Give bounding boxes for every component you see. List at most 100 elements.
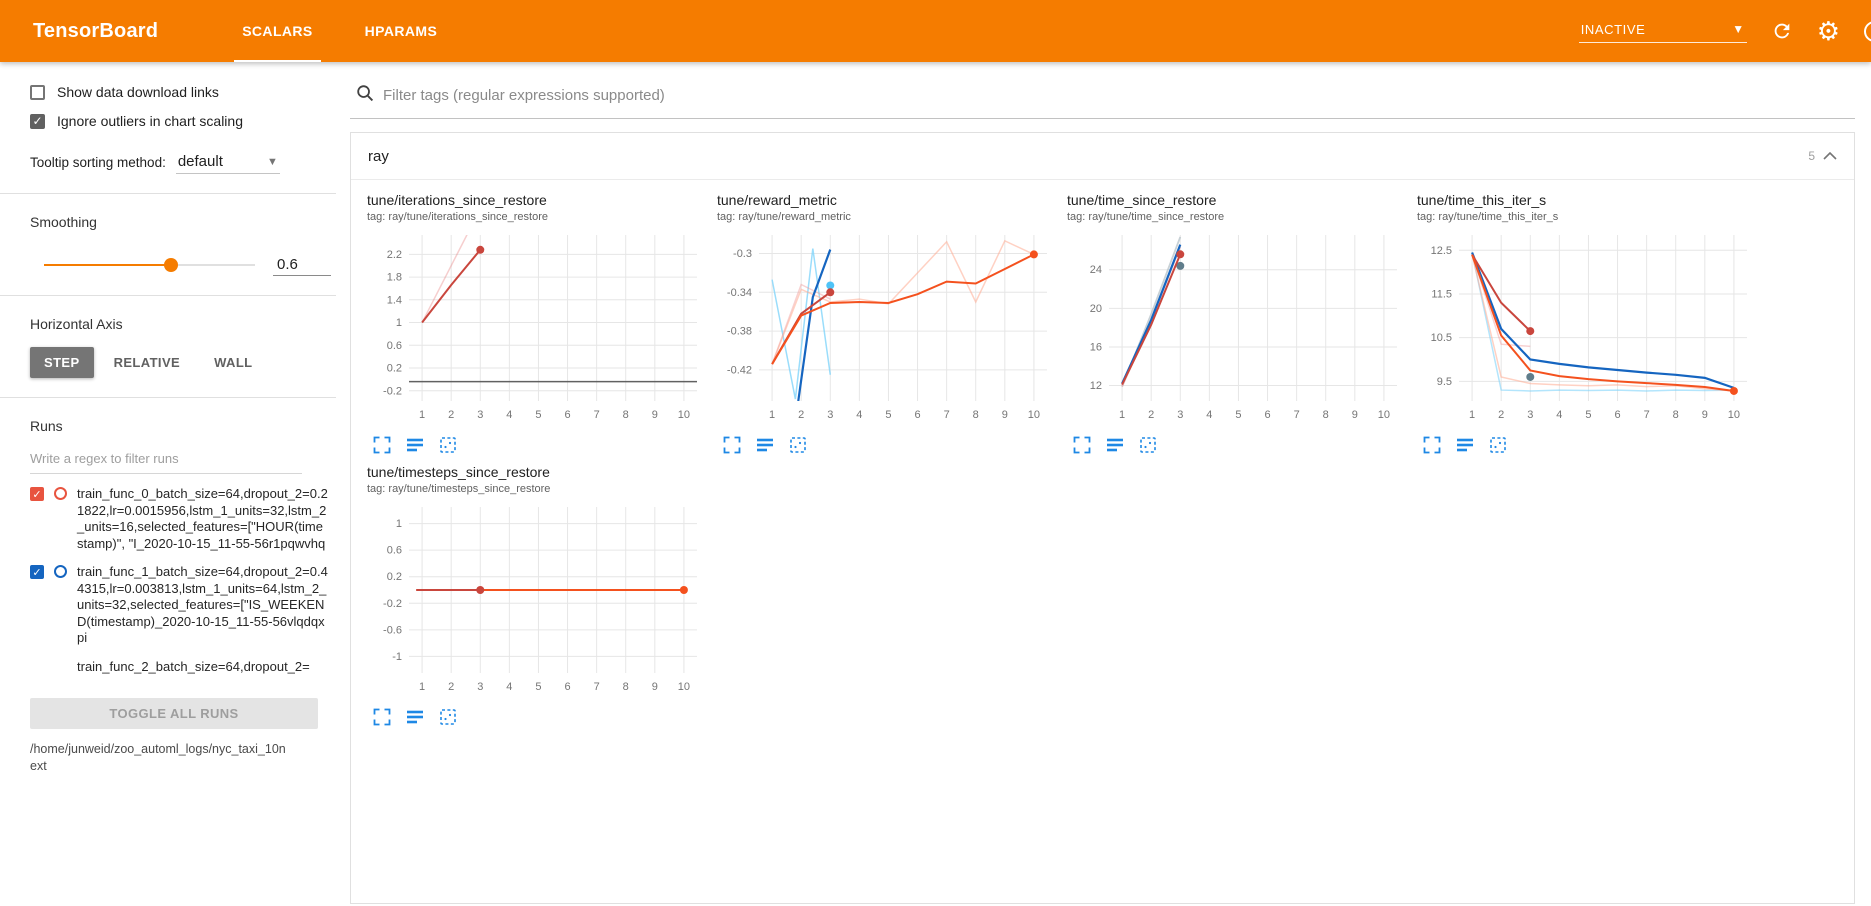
ignore-outliers-checkbox[interactable] <box>30 113 45 129</box>
horizontal-axis-buttons: STEP RELATIVE WALL <box>30 347 331 378</box>
ray-section-header[interactable]: ray 5 <box>351 133 1854 180</box>
svg-text:20: 20 <box>1090 303 1102 315</box>
data-table-icon[interactable] <box>1106 436 1124 454</box>
chart-plot[interactable]: -1 -0.6 -0.2 0.2 0.6 1 1 2 3 4 5 6 7 8 9 10 <box>367 499 707 708</box>
tab-hparams[interactable]: HPARAMS <box>364 23 438 39</box>
axis-relative-button[interactable]: RELATIVE <box>100 347 195 378</box>
chart-title: tune/timesteps_since_restore <box>367 464 550 480</box>
chart-title: tune/time_this_iter_s <box>1417 192 1547 208</box>
refresh-icon[interactable] <box>1771 20 1793 42</box>
svg-text:11.5: 11.5 <box>1431 288 1452 300</box>
show-download-checkbox[interactable] <box>30 84 45 100</box>
smoothing-slider-thumb[interactable] <box>163 258 178 272</box>
svg-text:2.2: 2.2 <box>387 249 402 261</box>
toggle-all-runs-button[interactable]: TOGGLE ALL RUNS <box>30 698 318 729</box>
run-checkbox[interactable]: ✓ <box>30 565 44 579</box>
expand-chart-icon[interactable] <box>1423 436 1441 454</box>
run-item[interactable]: ✓ train_func_1_batch_size=64,dropout_2=0… <box>30 564 331 647</box>
app-title: TensorBoard <box>33 19 159 42</box>
svg-text:12: 12 <box>1090 380 1102 392</box>
axis-wall-button[interactable]: WALL <box>200 347 266 378</box>
svg-text:8: 8 <box>973 409 979 421</box>
fit-domain-icon[interactable] <box>439 708 457 726</box>
main-area: ray 5 tune/iterations_since_restore tag:… <box>336 62 1871 906</box>
svg-text:9: 9 <box>1002 409 1008 421</box>
chart-iterations-since-restore: tune/iterations_since_restore tag: ray/t… <box>367 192 707 454</box>
chart-tag: tag: ray/tune/reward_metric <box>717 211 851 223</box>
tab-scalars[interactable]: SCALARS <box>216 0 338 62</box>
svg-text:6: 6 <box>1614 409 1620 421</box>
run-label: train_func_2_batch_size=64,dropout_2= <box>77 658 310 674</box>
svg-text:-0.42: -0.42 <box>727 364 752 376</box>
svg-text:-0.38: -0.38 <box>727 326 752 338</box>
svg-text:1: 1 <box>1119 409 1125 421</box>
divider <box>0 295 336 296</box>
svg-text:8: 8 <box>1323 409 1329 421</box>
chevron-up-icon[interactable] <box>1823 147 1837 165</box>
status-dropdown[interactable]: INACTIVE ▼ <box>1578 20 1747 43</box>
sidebar: Show data download links Ignore outliers… <box>0 62 336 906</box>
smoothing-slider[interactable] <box>44 257 255 273</box>
expand-chart-icon[interactable] <box>373 708 391 726</box>
show-download-label: Show data download links <box>57 84 219 100</box>
svg-text:10: 10 <box>1728 409 1740 421</box>
expand-chart-icon[interactable] <box>723 436 741 454</box>
chart-plot[interactable]: -0.42 -0.38 -0.34 -0.3 1 2 3 4 5 6 7 8 9 10 <box>717 227 1057 436</box>
svg-text:3: 3 <box>477 681 483 693</box>
svg-text:5: 5 <box>535 681 541 693</box>
chart-title: tune/iterations_since_restore <box>367 192 547 208</box>
run-checkbox[interactable]: ✓ <box>30 487 44 501</box>
fit-domain-icon[interactable] <box>439 436 457 454</box>
fit-domain-icon[interactable] <box>1489 436 1507 454</box>
svg-text:0.2: 0.2 <box>387 571 402 583</box>
smoothing-label: Smoothing <box>30 214 97 230</box>
help-icon[interactable]: ? <box>1864 20 1871 42</box>
runs-filter-input[interactable] <box>30 447 302 474</box>
smoothing-value-input[interactable] <box>273 254 331 276</box>
tag-filter-bar <box>350 78 1855 119</box>
svg-text:4: 4 <box>1206 409 1212 421</box>
fit-domain-icon[interactable] <box>1139 436 1157 454</box>
smoothing-slider-fill <box>44 264 171 266</box>
axis-step-button[interactable]: STEP <box>30 347 94 378</box>
svg-text:24: 24 <box>1090 264 1102 276</box>
svg-text:6: 6 <box>1264 409 1270 421</box>
svg-text:8: 8 <box>623 681 629 693</box>
chart-plot[interactable]: 12 16 20 24 1 2 3 4 5 6 7 8 9 10 <box>1067 227 1407 436</box>
chart-time-this-iter: tune/time_this_iter_s tag: ray/tune/time… <box>1417 192 1757 454</box>
fit-domain-icon[interactable] <box>789 436 807 454</box>
expand-chart-icon[interactable] <box>373 436 391 454</box>
svg-text:5: 5 <box>535 409 541 421</box>
run-item[interactable]: ✓ train_func_0_batch_size=64,dropout_2=0… <box>30 486 331 552</box>
chart-reward-metric: tune/reward_metric tag: ray/tune/reward_… <box>717 192 1057 454</box>
run-item[interactable]: ✓ train_func_2_batch_size=64,dropout_2= <box>30 659 331 676</box>
data-table-icon[interactable] <box>756 436 774 454</box>
chart-plot[interactable]: -0.2 0.2 0.6 1 1.4 1.8 2.2 1 2 3 4 5 6 7 8 9 10 <box>367 227 707 436</box>
svg-text:-1: -1 <box>392 651 402 663</box>
svg-text:7: 7 <box>1644 409 1650 421</box>
chart-title: tune/time_since_restore <box>1067 192 1217 208</box>
charts-grid: tune/iterations_since_restore tag: ray/t… <box>351 180 1854 738</box>
show-download-row[interactable]: Show data download links <box>30 84 331 100</box>
run-radio[interactable] <box>54 565 67 578</box>
svg-text:4: 4 <box>1556 409 1562 421</box>
expand-chart-icon[interactable] <box>1073 436 1091 454</box>
svg-text:2: 2 <box>798 409 804 421</box>
tag-filter-input[interactable] <box>383 87 1851 104</box>
run-radio[interactable] <box>54 487 67 500</box>
data-table-icon[interactable] <box>406 436 424 454</box>
svg-text:-0.3: -0.3 <box>733 248 752 260</box>
svg-text:4: 4 <box>506 681 512 693</box>
ignore-outliers-label: Ignore outliers in chart scaling <box>57 113 243 129</box>
gear-icon[interactable]: ⚙ <box>1816 16 1840 46</box>
tooltip-sorting-dropdown[interactable]: default ▼ <box>175 153 280 174</box>
data-table-icon[interactable] <box>1456 436 1474 454</box>
svg-text:-0.6: -0.6 <box>383 624 402 636</box>
data-table-icon[interactable] <box>406 708 424 726</box>
chart-plot[interactable]: 9.5 10.5 11.5 12.5 1 2 3 4 5 6 7 8 9 10 <box>1417 227 1757 436</box>
svg-text:3: 3 <box>827 409 833 421</box>
divider <box>0 397 336 398</box>
ignore-outliers-row[interactable]: Ignore outliers in chart scaling <box>30 113 331 129</box>
svg-text:7: 7 <box>594 681 600 693</box>
svg-text:1: 1 <box>769 409 775 421</box>
